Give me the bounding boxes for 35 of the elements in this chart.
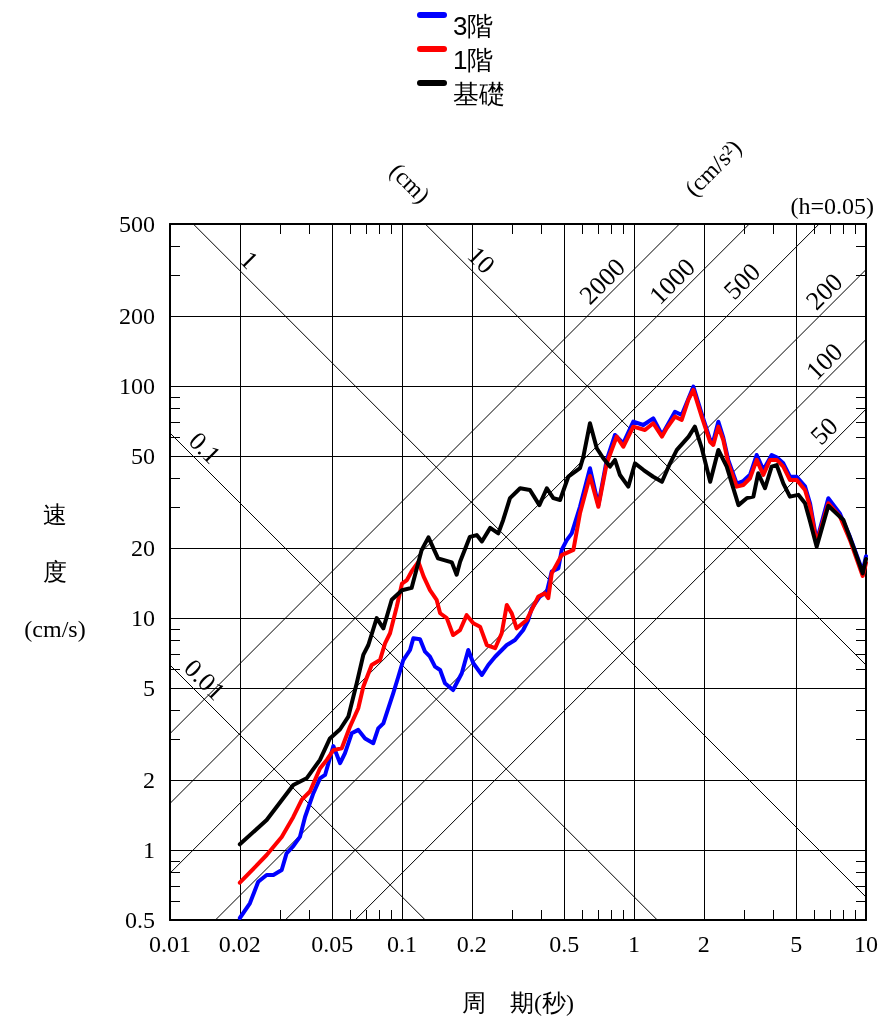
x-tick-label: 0.05 (311, 931, 354, 957)
x-tick-label: 2 (697, 931, 710, 957)
y-tick-label: 200 (119, 303, 155, 330)
x-tick-label: 5 (790, 931, 803, 957)
x-tick-label: 0.5 (549, 931, 580, 957)
text: 0.01 (178, 653, 231, 707)
legend-label: 500 (718, 257, 767, 306)
y-tick-label: 5 (143, 675, 155, 701)
y-tick-label: 10 (131, 605, 155, 632)
text: 速度(cm/s) (24, 502, 86, 642)
legend-label: 50 (804, 411, 844, 451)
x-tick-label: 0.1 (387, 931, 417, 957)
y-tick-label: 500 (119, 211, 155, 237)
legend-label: 1 (234, 245, 264, 275)
text: (cm) (384, 157, 436, 209)
legend-label: 3階 (453, 11, 494, 41)
legend-label: 10 (461, 240, 501, 280)
text: 100 (800, 337, 849, 386)
y-tick-label: 2 (143, 767, 155, 794)
legend-label: 200 (800, 267, 849, 316)
x-tick-label: 1 (628, 931, 640, 957)
x-tick-label: 10 (854, 931, 878, 957)
y-tick-label: 100 (119, 373, 155, 400)
text: (h=0.05) (790, 193, 874, 219)
legend-label: 基礎 (453, 79, 505, 109)
y-tick-label: 1 (143, 837, 155, 864)
y-tick-label: 20 (131, 535, 155, 562)
x-axis-title: 周 期(秒) (462, 990, 574, 1016)
legend-label: 1階 (453, 45, 494, 75)
y-tick-label: 50 (131, 443, 155, 469)
x-tick-label: 0.02 (218, 931, 261, 957)
x-tick-label: 0.2 (456, 931, 487, 957)
text: 0.1 (182, 426, 227, 470)
x-tick-label: 0.01 (149, 931, 191, 957)
y-tick-label: 0.5 (125, 907, 155, 933)
